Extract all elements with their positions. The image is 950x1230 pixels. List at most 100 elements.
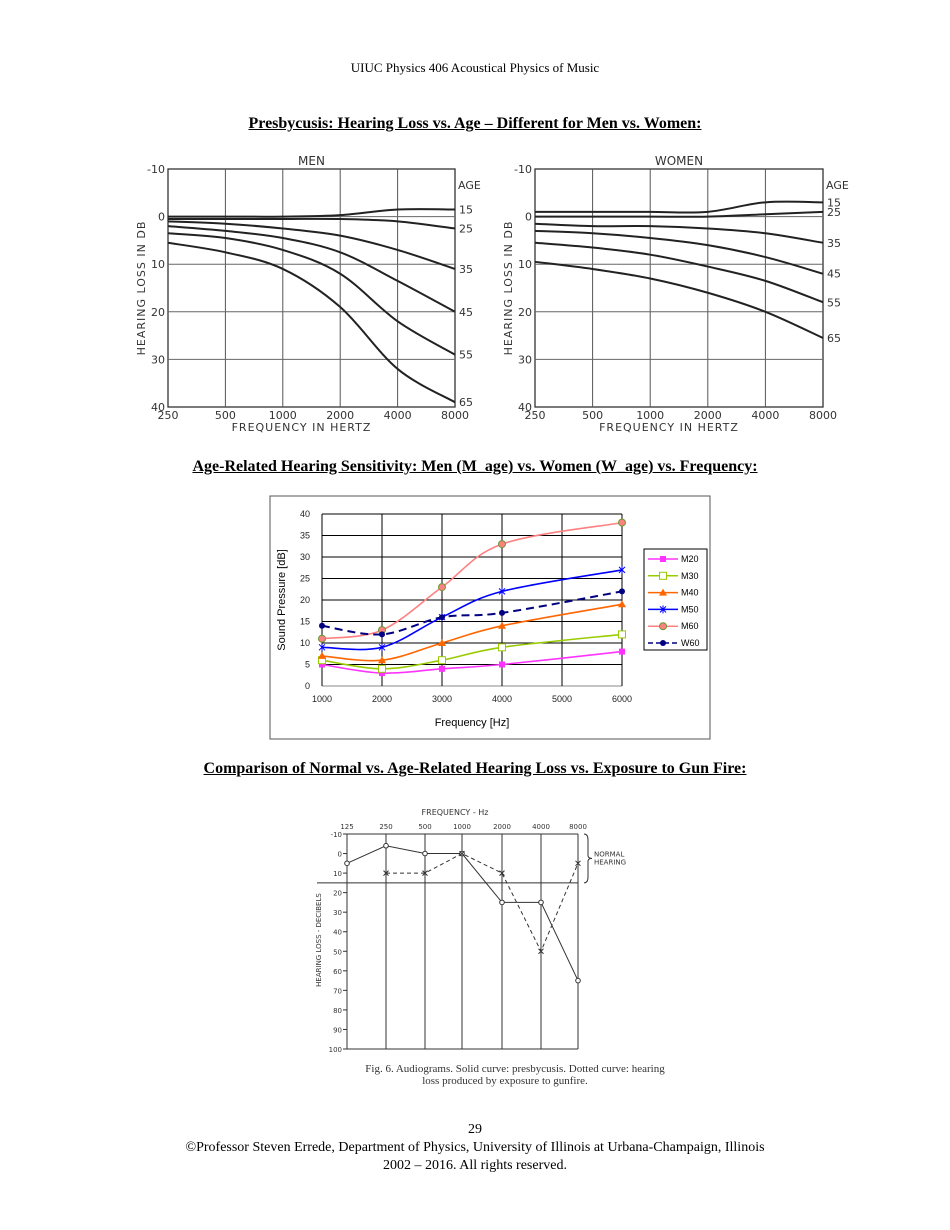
age-label: 15 (827, 196, 841, 209)
marker-circle (438, 583, 446, 592)
age-label: 35 (459, 263, 473, 276)
marker-triangle (438, 639, 446, 646)
age-curve-15 (167, 208, 456, 218)
marker-square (660, 556, 666, 562)
women-chart: 250 500 1000 2000 4000 8000 -10 0 10 20 30 40 WOMEN F… (502, 154, 849, 434)
y-tick-label: 100 (329, 1046, 342, 1054)
marker-x (538, 948, 544, 955)
series-line (321, 569, 623, 651)
marker-square (319, 661, 325, 668)
age-sensitivity-chart: 0 5 10 15 20 25 30 35 40 1000 2000 3000 4000 5000 6000… (269, 495, 711, 740)
plot-frame (534, 168, 824, 408)
age-label: 15 (459, 203, 473, 216)
marker-dot (619, 588, 625, 595)
y-tick-label: 10 (300, 638, 310, 648)
age-curve-25 (534, 210, 824, 218)
copyright-line-1: ©Professor Steven Errede, Department of … (185, 1140, 765, 1155)
age-label: 45 (827, 268, 841, 281)
y-tick-label: 40 (151, 401, 165, 414)
x-tick-label: 250 (525, 409, 546, 422)
x-tick-label: 125 (340, 823, 353, 831)
age-label: 25 (827, 206, 841, 219)
age-curve-25 (167, 217, 456, 230)
marker-open-square (618, 630, 626, 639)
y-tick-label: -10 (514, 163, 532, 176)
marker-open-square (659, 571, 667, 580)
x-tick-label: 250 (379, 823, 392, 831)
plot-frame (167, 168, 456, 408)
marker-x (499, 870, 505, 876)
x-tick-label: 1000 (269, 409, 297, 422)
section-title-presbycusis: Presbycusis: Hearing Loss vs. Age – Diff… (248, 115, 702, 132)
marker-open-square (438, 656, 446, 665)
marker-triangle (378, 656, 386, 664)
x-tick-label: 4000 (492, 694, 512, 704)
y-tick-label: 25 (300, 574, 310, 584)
y-tick-label: 20 (300, 595, 310, 605)
legend-label: M50 (681, 604, 699, 614)
marker-x (459, 850, 465, 857)
copyright-line-2: 2002 – 2016. All rights reserved. (383, 1158, 567, 1173)
x-tick-label: 8000 (809, 409, 837, 422)
chart-title: FREQUENCY - Hz (422, 808, 489, 817)
age-label: 55 (459, 349, 473, 362)
age-label: 65 (459, 396, 473, 409)
y-tick-label: 30 (151, 353, 165, 366)
page-number: 29 (468, 1122, 482, 1137)
marker-square (379, 670, 385, 677)
y-axis-label: HEARING LOSS IN DB (135, 221, 148, 356)
men-chart: 250 500 1000 2000 4000 8000 -10 0 10 20 30 40 MEN FRE… (135, 154, 481, 434)
series-M20 (319, 648, 625, 677)
age-curve-35 (167, 220, 456, 270)
legend: M20 M30 M40 M50 M60 W60 (643, 548, 708, 651)
y-tick-label: 40 (300, 509, 310, 519)
age-curve-65 (167, 241, 456, 404)
y-tick-label: 40 (518, 401, 532, 414)
normal-hearing-label: HEARING (594, 858, 626, 866)
marker-circle (499, 899, 505, 906)
x-tick-label: 3000 (432, 694, 452, 704)
marker-star (378, 643, 386, 652)
marker-open-square (378, 664, 386, 673)
age-curve-15 (535, 200, 824, 214)
x-tick-label: 500 (582, 409, 603, 422)
chart-title: WOMEN (655, 154, 703, 168)
marker-dot (439, 614, 445, 621)
section-title-age-sensitivity: Age-Related Hearing Sensitivity: Men (M_… (192, 458, 758, 475)
y-tick-label: 30 (518, 353, 532, 366)
chart-title: MEN (298, 154, 325, 168)
y-tick-label: 0 (525, 211, 532, 224)
normal-hearing-bracket (583, 833, 593, 884)
marker-square (619, 648, 625, 655)
x-tick-label: 2000 (372, 694, 392, 704)
marker-triangle (498, 621, 506, 629)
marker-triangle (618, 600, 626, 608)
section-title-comparison: Comparison of Normal vs. Age-Related Hea… (203, 760, 747, 777)
age-label: 55 (827, 296, 841, 309)
x-tick-label: 8000 (569, 823, 587, 831)
marker-circle (659, 622, 667, 631)
y-tick-label: 50 (333, 948, 342, 956)
x-tick-label: 1000 (312, 694, 332, 704)
marker-dot (319, 622, 325, 629)
x-tick-label: 2000 (694, 409, 722, 422)
y-tick-label: 30 (333, 909, 342, 917)
marker-x (422, 870, 428, 876)
series-M30 (318, 630, 626, 673)
y-tick-label: 0 (305, 681, 310, 691)
x-tick-label: 1000 (636, 409, 664, 422)
y-tick-label: -10 (147, 163, 165, 176)
age-label: 35 (827, 237, 841, 250)
marker-circle (318, 634, 326, 643)
series-M40 (318, 600, 626, 664)
age-label: 45 (459, 306, 473, 319)
x-tick-label: 2000 (326, 409, 354, 422)
x-axis-label: FREQUENCY IN HERTZ (599, 421, 739, 434)
age-curve-45 (534, 229, 824, 275)
series-line (321, 650, 623, 674)
x-tick-label: 2000 (493, 823, 511, 831)
age-curve-65 (534, 260, 824, 339)
x-tick-label: 4000 (532, 823, 550, 831)
